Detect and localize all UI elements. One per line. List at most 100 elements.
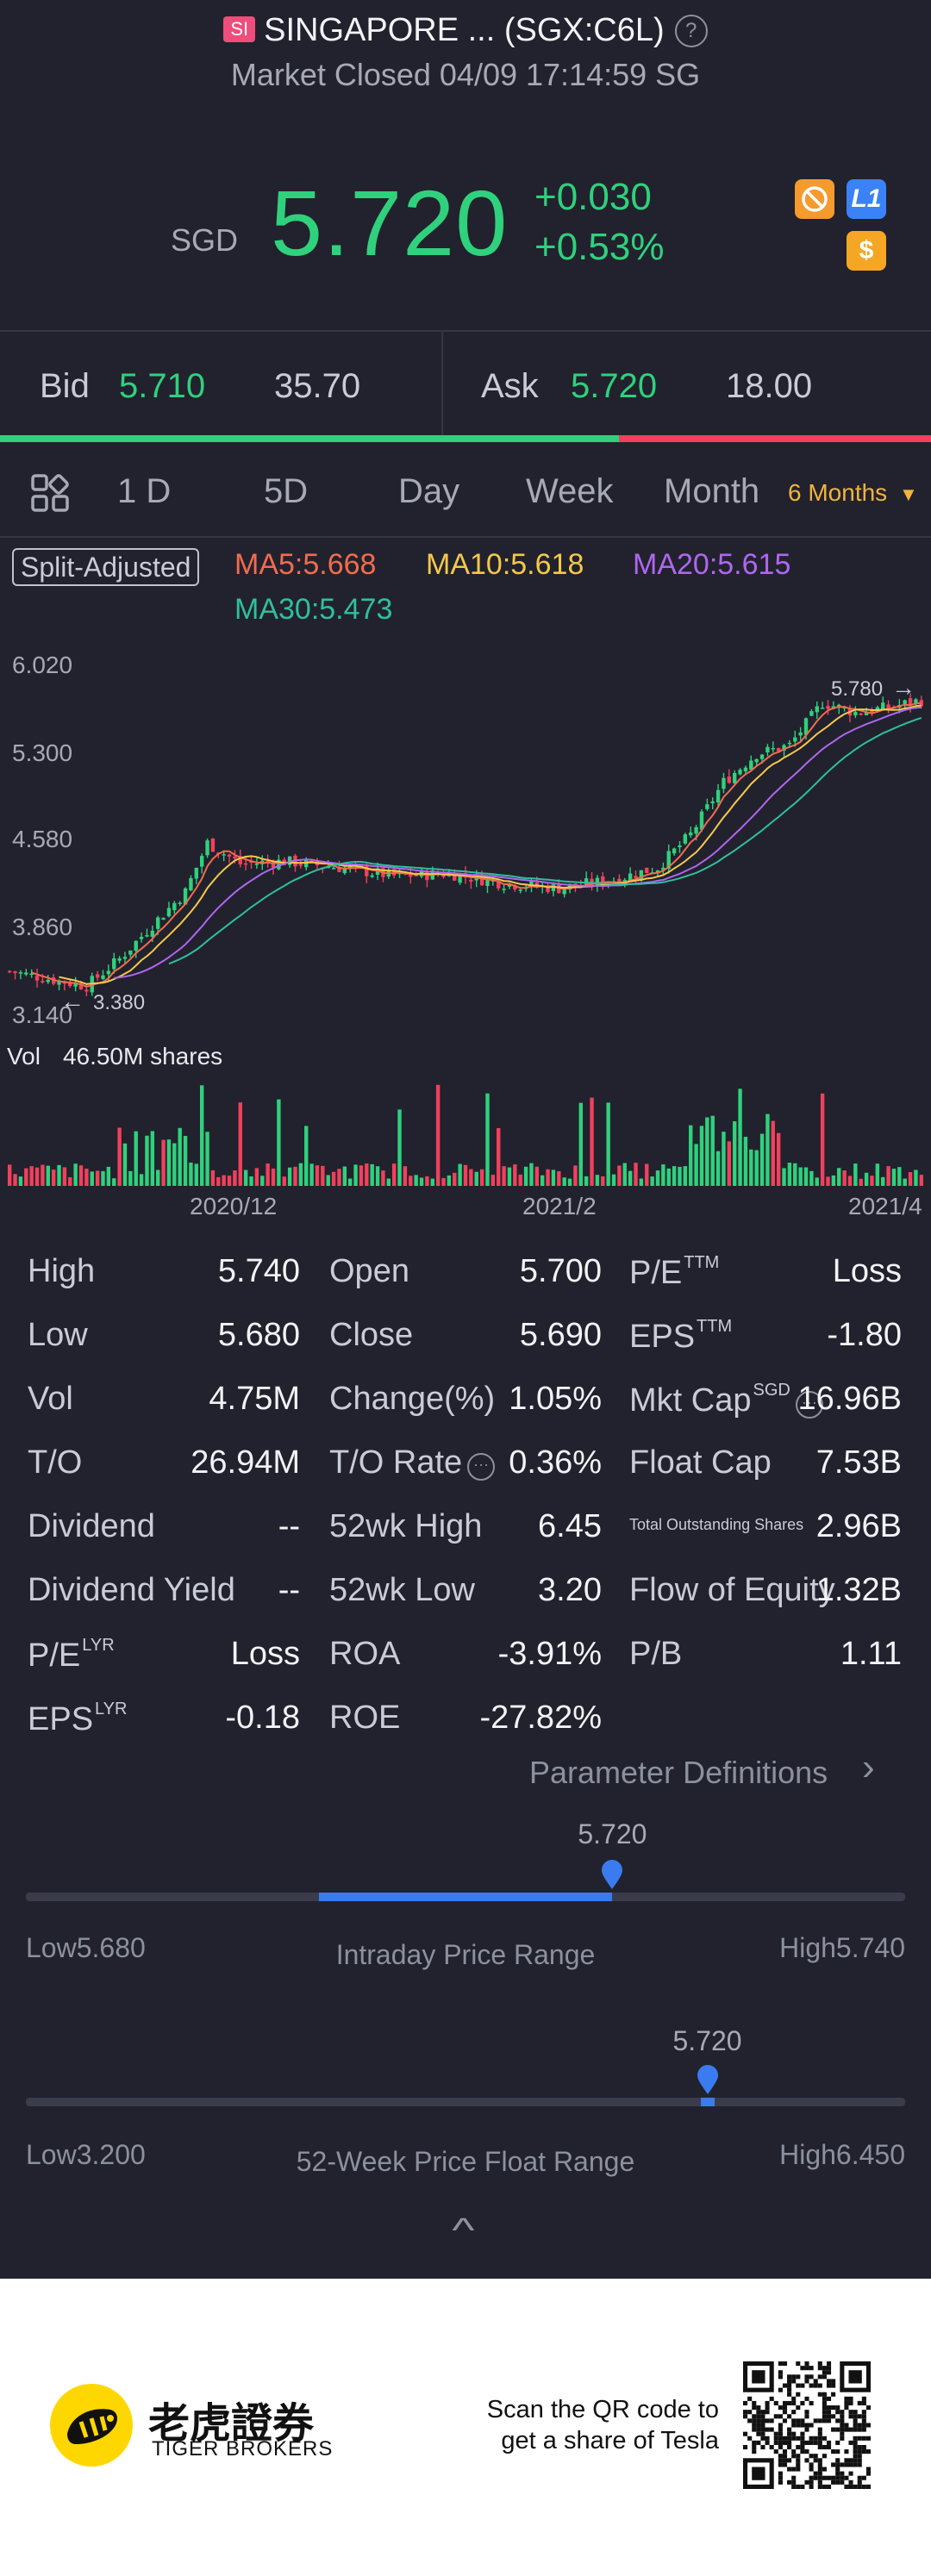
tab-1d[interactable]: 1 D xyxy=(117,472,172,510)
candle-body xyxy=(298,864,303,866)
volume-bar xyxy=(260,1176,265,1186)
candle-body xyxy=(13,971,17,974)
candle-body xyxy=(919,700,924,707)
stat-value: 5.740 xyxy=(217,1253,300,1289)
stat-label: 52wk High xyxy=(329,1508,482,1545)
candle-body xyxy=(166,908,172,917)
volume-bar xyxy=(391,1163,397,1186)
volume-bar xyxy=(24,1168,28,1186)
candle-body xyxy=(101,975,105,979)
candle-body xyxy=(46,979,50,982)
help-icon[interactable]: ? xyxy=(674,15,708,47)
candle-body xyxy=(337,866,341,872)
intraday-fill xyxy=(319,1893,613,1901)
stat-label: Change(%) xyxy=(329,1381,495,1418)
tab-6-months[interactable]: 6 Months ▼ xyxy=(788,479,918,507)
volume-bar xyxy=(139,1174,144,1186)
ma5-value: MA5:5.668 xyxy=(234,548,377,581)
more-info-icon[interactable]: ··· xyxy=(467,1453,496,1481)
stat-label-text: Close xyxy=(329,1317,414,1353)
candle-body xyxy=(776,748,781,752)
level1-icon[interactable]: L1 xyxy=(847,179,886,219)
volume-bar xyxy=(567,1178,572,1186)
volume-bar xyxy=(743,1137,748,1186)
candle-body xyxy=(881,702,885,710)
volume-bar xyxy=(562,1177,566,1186)
volume-bar xyxy=(584,1176,589,1186)
stat-label: P/B xyxy=(629,1636,682,1673)
volume-bar xyxy=(803,1167,809,1186)
candle-body xyxy=(490,880,496,882)
stat-value: 6.45 xyxy=(538,1508,602,1544)
candle-body xyxy=(183,888,188,905)
volume-bar xyxy=(485,1093,490,1186)
divider xyxy=(441,332,443,435)
candle-body xyxy=(683,834,688,844)
candle-body xyxy=(18,972,23,974)
volume-bar xyxy=(106,1166,111,1186)
candle-body xyxy=(145,935,149,937)
volume-bar xyxy=(847,1176,853,1186)
low-marker: ← 3.380 xyxy=(60,988,145,1015)
tab-5d[interactable]: 5D xyxy=(264,472,309,510)
volume-bar xyxy=(661,1164,665,1186)
more-info-icon[interactable]: ··· xyxy=(795,1391,823,1419)
volume-bar xyxy=(178,1127,182,1186)
candle-body xyxy=(661,867,665,870)
volume-bar xyxy=(694,1144,698,1186)
volume-bar xyxy=(271,1168,276,1186)
candle-body xyxy=(507,883,512,887)
volume-bar xyxy=(277,1099,281,1186)
volume-bars xyxy=(7,1084,924,1186)
y-tick: 5.300 xyxy=(12,739,73,766)
chevron-right-icon[interactable]: › xyxy=(862,1746,875,1788)
candle-body xyxy=(178,902,182,904)
volume-bar xyxy=(73,1163,78,1186)
layout-grid-icon[interactable] xyxy=(29,472,71,518)
stat-label-text: Flow of Equity xyxy=(629,1572,835,1608)
stat-label-sup: LYR xyxy=(95,1700,128,1718)
volume-bar xyxy=(194,1163,199,1186)
volume-bar xyxy=(359,1165,364,1186)
volume-bar xyxy=(447,1175,452,1186)
no-trade-icon[interactable] xyxy=(795,179,834,219)
arrow-right-icon: → xyxy=(891,674,916,701)
stat-label-text: ROA xyxy=(329,1636,401,1672)
volume-bar xyxy=(715,1151,721,1186)
stat-label: P/E TTM xyxy=(629,1253,719,1292)
volume-bar xyxy=(101,1170,105,1186)
candle-body xyxy=(469,879,473,882)
stat-label-sup: TTM xyxy=(684,1253,720,1272)
volume-bar xyxy=(342,1166,347,1186)
volume-bar xyxy=(749,1149,753,1186)
volume-bar xyxy=(430,1178,434,1186)
candle-body xyxy=(342,868,347,874)
candle-body xyxy=(57,980,61,985)
stat-label: P/E LYR xyxy=(28,1636,115,1675)
tab-day[interactable]: Day xyxy=(398,472,460,510)
volume-bar xyxy=(837,1168,841,1186)
parameter-definitions-link[interactable]: Parameter Definitions xyxy=(529,1755,828,1790)
stock-title[interactable]: SI SINGAPORE ... (SGX:C6L)? xyxy=(0,12,931,49)
price-chart[interactable] xyxy=(0,638,931,1189)
dollar-icon[interactable]: $ xyxy=(847,231,886,271)
volume-bar xyxy=(881,1176,885,1186)
volume-bar xyxy=(386,1178,391,1186)
volume-bar xyxy=(348,1178,353,1186)
volume-bar xyxy=(326,1175,330,1186)
candle-body xyxy=(738,770,742,775)
tab-week[interactable]: Week xyxy=(526,472,614,510)
split-adjusted-toggle[interactable]: Split-Adjusted xyxy=(12,548,200,586)
volume-bar xyxy=(617,1165,622,1186)
stat-value: 5.690 xyxy=(519,1317,602,1353)
candle-body xyxy=(210,839,216,852)
candlesticks xyxy=(7,693,924,996)
volume-bar xyxy=(409,1176,413,1186)
brand-name-cn: 老虎證券 xyxy=(148,2399,315,2448)
volume-bar xyxy=(699,1126,704,1186)
candle-body xyxy=(172,902,177,911)
volume-bar xyxy=(908,1172,913,1186)
volume-bar xyxy=(189,1163,193,1186)
chevron-up-icon[interactable]: ^ xyxy=(452,2211,475,2249)
tab-month[interactable]: Month xyxy=(664,472,760,510)
